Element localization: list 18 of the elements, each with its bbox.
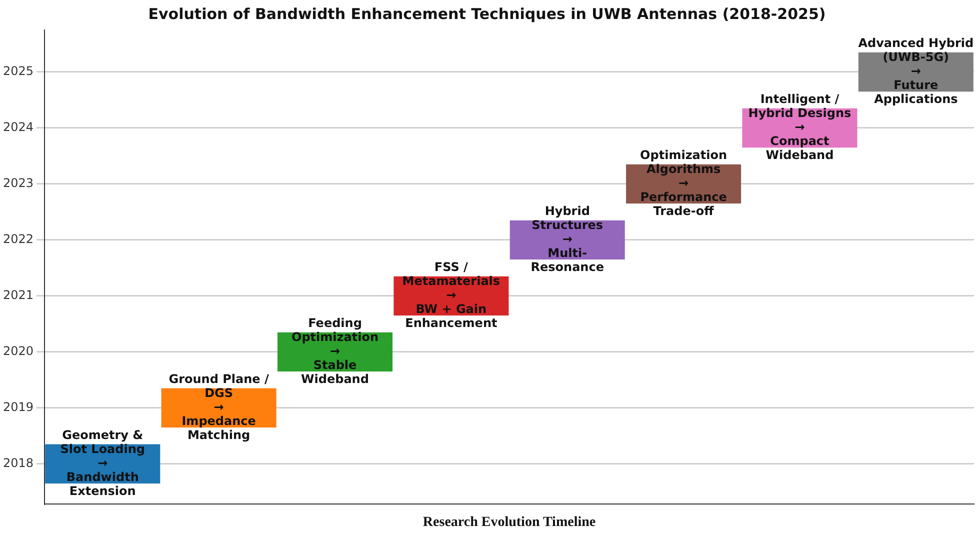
y-tick-label: 2018 — [2, 456, 34, 470]
y-tick-label: 2025 — [2, 64, 34, 78]
annotation: Geometry & Slot Loading → Bandwidth Extension — [60, 428, 146, 498]
y-tick-label: 2019 — [2, 400, 34, 414]
chart-title: Evolution of Bandwidth Enhancement Techniques in UWB Antennas (2018-2025) — [148, 4, 826, 23]
y-tick-label: 2022 — [2, 232, 34, 246]
y-tick-label: 2021 — [2, 288, 34, 302]
annotation: Advanced Hybrid (UWB-5G) → Future Applications — [858, 36, 974, 106]
annotation: Optimization Algorithms → Performance Trade-off — [640, 148, 728, 218]
y-tick-label: 2023 — [2, 176, 34, 190]
x-axis-title: Research Evolution Timeline — [422, 515, 596, 530]
y-tick-label: 2020 — [2, 344, 34, 358]
annotation: Ground Plane / DGS → Impedance Matching — [168, 372, 270, 442]
annotation: FSS / Metamaterials → BW + Gain Enhancement — [402, 260, 500, 330]
y-tick-label: 2024 — [2, 120, 34, 134]
annotation: Hybrid Structures → Multi- Resonance — [530, 204, 604, 274]
annotation: Feeding Optimization → Stable Wideband — [292, 316, 378, 386]
annotation: Intelligent / Hybrid Designs → Compact Wideband — [748, 92, 852, 162]
